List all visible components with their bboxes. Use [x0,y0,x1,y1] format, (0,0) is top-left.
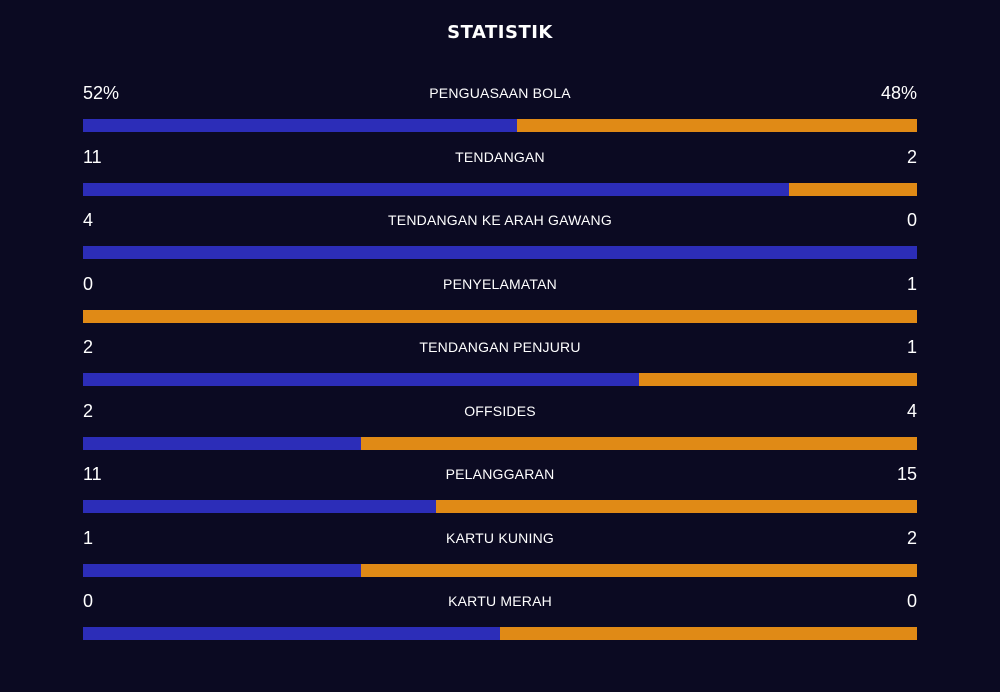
away-bar-segment [83,309,917,323]
stat-label: OFFSIDES [464,402,536,419]
comparison-bar [83,436,917,450]
home-bar-segment [83,500,436,513]
stat-header: KARTU MERAH 0 0 [83,588,917,614]
stat-label: PELANGGARAN [445,466,555,482]
stat-row: PENGUASAAN BOLA 52% 48% [83,80,917,144]
home-value: 2 [83,400,94,421]
comparison-bar [83,246,917,259]
panel-title: STATISTIK [447,22,553,43]
stat-header: TENDANGAN KE ARAH GAWANG 4 0 [83,207,917,233]
stat-header: TENDANGAN PENJURU 2 1 [83,334,917,360]
stat-header: PENYELAMATAN 0 1 [83,271,917,297]
home-bar-segment [83,436,361,450]
home-bar-segment [83,563,361,577]
stat-row: KARTU KUNING 1 2 [83,525,917,589]
stat-label: TENDANGAN PENJURU [419,339,581,355]
home-bar-segment [83,182,789,196]
comparison-bar [83,309,917,323]
away-bar-segment [500,627,917,640]
away-value: 2 [906,527,917,548]
stat-label: PENGUASAAN BOLA [429,85,571,101]
comparison-bar [83,119,917,132]
away-bar-segment [435,500,917,513]
stat-header: TENDANGAN 11 2 [83,144,917,170]
away-bar-segment [360,563,917,577]
comparison-bar [83,627,917,640]
home-value: 2 [83,337,94,357]
comparison-bar [83,563,917,577]
stat-label: KARTU KUNING [446,529,554,546]
stat-header: OFFSIDES 2 4 [83,398,917,424]
home-bar-segment [83,119,517,132]
stats-list: PENGUASAAN BOLA 52% 48% TENDANGAN 11 2 TENDANG… [83,80,917,652]
away-bar-segment [788,182,917,196]
away-bar-segment [360,436,917,450]
stat-row: TENDANGAN 11 2 [83,144,917,208]
home-value: 11 [83,464,102,484]
away-value: 1 [906,273,917,294]
stat-header: KARTU KUNING 1 2 [83,525,917,551]
away-bar-segment [516,119,917,132]
away-value: 0 [906,591,917,611]
comparison-bar [83,373,917,386]
home-value: 1 [83,527,94,548]
home-value: 0 [83,273,94,294]
stat-row: OFFSIDES 2 4 [83,398,917,462]
home-value: 0 [83,591,94,611]
comparison-bar [83,182,917,196]
stat-label: TENDANGAN [455,148,545,165]
away-value: 4 [906,400,917,421]
stat-row: TENDANGAN KE ARAH GAWANG 4 0 [83,207,917,271]
home-bar-segment [83,627,500,640]
stat-header: PENGUASAAN BOLA 52% 48% [83,80,917,106]
stat-row: KARTU MERAH 0 0 [83,588,917,652]
home-value: 52% [83,83,120,103]
home-bar-segment [83,246,917,259]
away-value: 2 [906,146,917,167]
stat-label: KARTU MERAH [448,593,552,609]
comparison-bar [83,500,917,513]
home-value: 4 [83,210,94,230]
stat-row: TENDANGAN PENJURU 2 1 [83,334,917,398]
away-value: 0 [906,210,917,230]
stat-label: PENYELAMATAN [443,275,557,292]
stat-header: PELANGGARAN 11 15 [83,461,917,487]
stat-row: PENYELAMATAN 0 1 [83,271,917,335]
stat-label: TENDANGAN KE ARAH GAWANG [388,212,612,228]
home-bar-segment [83,373,640,386]
stat-row: PELANGGARAN 11 15 [83,461,917,525]
away-bar-segment [639,373,917,386]
away-value: 48% [880,83,917,103]
away-value: 15 [896,464,917,484]
home-value: 11 [83,146,102,167]
away-value: 1 [906,337,917,357]
